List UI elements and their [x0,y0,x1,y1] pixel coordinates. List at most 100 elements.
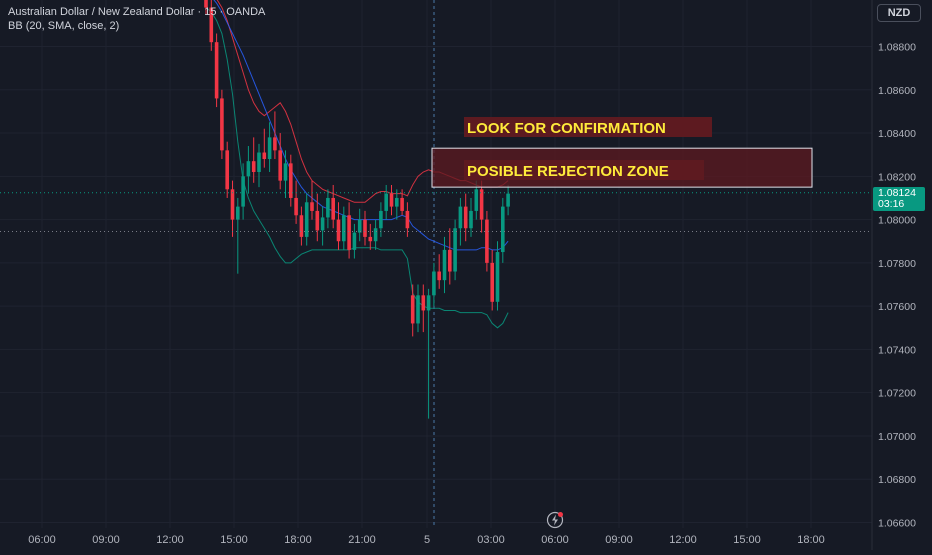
candle[interactable] [458,197,463,246]
candle[interactable] [209,0,214,51]
candles[interactable] [204,0,510,419]
candle[interactable] [469,197,473,237]
candle-body [320,217,325,231]
confirmation-label-text: LOOK FOR CONFIRMATION [467,120,666,137]
candle[interactable] [342,206,346,250]
x-tick-label: 18:00 [284,534,312,546]
y-tick-label: 1.08600 [878,85,916,97]
candle[interactable] [432,262,436,307]
x-tick-label: 12:00 [669,534,697,546]
y-tick-label: 1.07400 [878,344,916,356]
x-tick-label: 09:00 [92,534,120,546]
x-tick-label: 18:00 [797,534,825,546]
candle[interactable] [389,184,394,216]
candle[interactable] [294,180,298,224]
candle-body [310,202,314,211]
indicator-label[interactable]: BB (20, SMA, close, 2) [8,20,120,32]
candle[interactable] [331,184,335,229]
candle-body [458,206,463,229]
candle[interactable] [421,284,426,333]
x-tick-label: 12:00 [156,534,184,546]
candle-body [336,219,341,242]
candle-body [220,98,224,151]
candle[interactable] [490,249,494,311]
candle-body [474,189,479,211]
candle[interactable] [304,193,309,246]
y-tick-label: 1.08800 [878,42,916,54]
time-axis[interactable]: 06:00 09:00 12:00 15:00 18:00 21:00 5 03:00 06:0… [28,534,825,546]
candle[interactable] [416,284,420,333]
candle[interactable] [410,284,415,337]
candle[interactable] [262,128,267,168]
candle-body [506,193,510,207]
candle[interactable] [214,33,219,108]
candle[interactable] [289,154,293,207]
candle[interactable] [283,150,288,198]
candle-body [463,206,468,229]
candle[interactable] [363,210,367,246]
candle-body [278,150,282,181]
candle[interactable] [320,206,325,246]
candle[interactable] [241,163,245,220]
x-tick-label: 06:00 [28,534,56,546]
candle[interactable] [204,0,208,15]
candle[interactable] [479,180,484,233]
candle[interactable] [437,254,441,289]
candle-body [363,219,367,237]
candle-body [442,249,447,281]
y-tick-label: 1.06600 [878,518,916,530]
candle[interactable] [225,141,229,198]
candle[interactable] [395,189,399,220]
candle[interactable] [236,197,240,274]
candle[interactable] [267,122,272,172]
candle[interactable] [299,206,304,246]
x-tick-label: 03:00 [477,534,505,546]
x-tick-label: 09:00 [605,534,633,546]
candle[interactable] [442,236,447,294]
candle[interactable] [220,89,224,160]
candle-body [416,295,420,324]
candle[interactable] [326,189,330,229]
candle[interactable] [405,202,410,237]
candle[interactable] [357,208,362,242]
candle[interactable] [347,202,351,259]
candle[interactable] [251,137,256,183]
chart-legend: Australian Dollar / New Zealand Dollar ·… [8,5,265,33]
candle-body [426,295,431,311]
candle[interactable] [310,180,314,220]
candle[interactable] [453,219,457,281]
candle[interactable] [384,184,388,220]
candle[interactable] [273,111,277,160]
candle[interactable] [257,143,261,188]
candle[interactable] [426,288,431,419]
candle-body [384,193,388,211]
candle[interactable] [315,193,320,242]
candle[interactable] [495,241,500,311]
candle[interactable] [485,210,489,272]
candle-body [453,228,457,272]
replay-icon[interactable] [546,511,564,529]
candle[interactable] [373,219,378,250]
candle[interactable] [352,223,357,259]
confirmation-label[interactable]: LOOK FOR CONFIRMATION [464,117,712,137]
candle[interactable] [463,193,468,242]
candle[interactable] [336,202,341,250]
candle[interactable] [278,133,282,190]
candle[interactable] [368,223,373,250]
candle-body [251,161,256,172]
candle[interactable] [230,180,235,237]
candle[interactable] [448,228,452,285]
candle[interactable] [246,146,251,194]
candle[interactable] [506,184,510,216]
candle[interactable] [501,197,505,263]
symbol-title[interactable]: Australian Dollar / New Zealand Dollar ·… [8,6,266,18]
currency-badge[interactable]: NZD [877,4,921,22]
last-price-value: 1.08124 [878,187,916,199]
candle-body [373,228,378,242]
price-axis[interactable]: 1.06600 1.06800 1.07000 1.07200 1.07400 1.076… [871,0,932,550]
candle-body [209,7,214,43]
candle[interactable] [400,189,404,216]
rejection-zone-label[interactable]: POSIBLE REJECTION ZONE [464,160,704,180]
